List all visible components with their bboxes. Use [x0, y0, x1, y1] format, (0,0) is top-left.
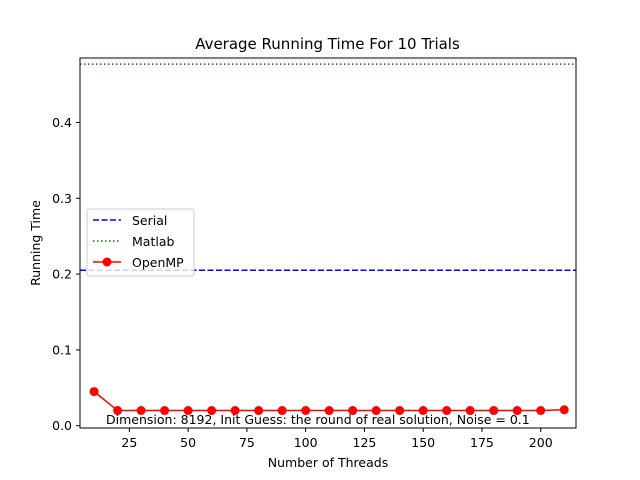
data-point-openmp — [230, 406, 240, 416]
data-point-openmp — [301, 406, 311, 416]
data-point-openmp — [183, 406, 193, 416]
data-point-openmp — [160, 406, 170, 416]
x-axis-label: Number of Threads — [268, 455, 388, 470]
data-point-openmp — [489, 406, 499, 416]
data-point-openmp — [348, 406, 358, 416]
data-point-openmp — [442, 406, 452, 416]
x-tick-label: 50 — [180, 435, 196, 450]
data-point-openmp — [418, 406, 428, 416]
x-tick-label: 175 — [470, 435, 494, 450]
annotation-text: Dimension: 8192, Init Guess: the round o… — [106, 412, 530, 427]
chart-title: Average Running Time For 10 Trials — [195, 35, 460, 53]
x-tick-label: 75 — [239, 435, 255, 450]
data-point-openmp — [395, 406, 405, 416]
y-axis-label: Running Time — [28, 200, 43, 286]
data-point-openmp — [254, 406, 264, 416]
legend-box — [86, 208, 195, 277]
legend-label-matlab: Matlab — [132, 234, 174, 249]
x-tick-label: 150 — [411, 435, 435, 450]
x-tick-label: 125 — [353, 435, 377, 450]
x-axis: 25 50 75 100 125 150 175 200 — [121, 428, 553, 450]
legend: Serial Matlab OpenMP — [86, 208, 195, 277]
y-tick-label: 0.1 — [52, 342, 72, 357]
x-tick-label: 100 — [294, 435, 318, 450]
data-point-openmp — [371, 406, 381, 416]
x-tick-label: 25 — [121, 435, 137, 450]
plot-marks — [80, 63, 576, 416]
data-point-openmp — [113, 406, 123, 416]
y-tick-label: 0.4 — [52, 115, 72, 130]
plot-frame — [79, 57, 577, 429]
data-point-openmp — [512, 406, 522, 416]
x-tick-label: 200 — [529, 435, 553, 450]
data-point-openmp — [465, 406, 475, 416]
y-axis: 0.0 0.1 0.2 0.3 0.4 — [52, 115, 80, 433]
y-tick-label: 0.3 — [52, 191, 72, 206]
legend-label-openmp: OpenMP — [132, 255, 184, 270]
legend-marker-openmp — [102, 257, 112, 267]
data-point-openmp — [324, 406, 334, 416]
data-point-openmp — [559, 405, 569, 415]
data-point-openmp — [136, 406, 146, 416]
data-point-openmp — [277, 406, 287, 416]
y-tick-label: 0.0 — [52, 418, 72, 433]
legend-label-serial: Serial — [132, 213, 167, 228]
data-point-openmp — [89, 387, 99, 397]
y-tick-label: 0.2 — [52, 267, 72, 282]
data-point-openmp — [536, 406, 546, 416]
data-point-openmp — [207, 406, 217, 416]
